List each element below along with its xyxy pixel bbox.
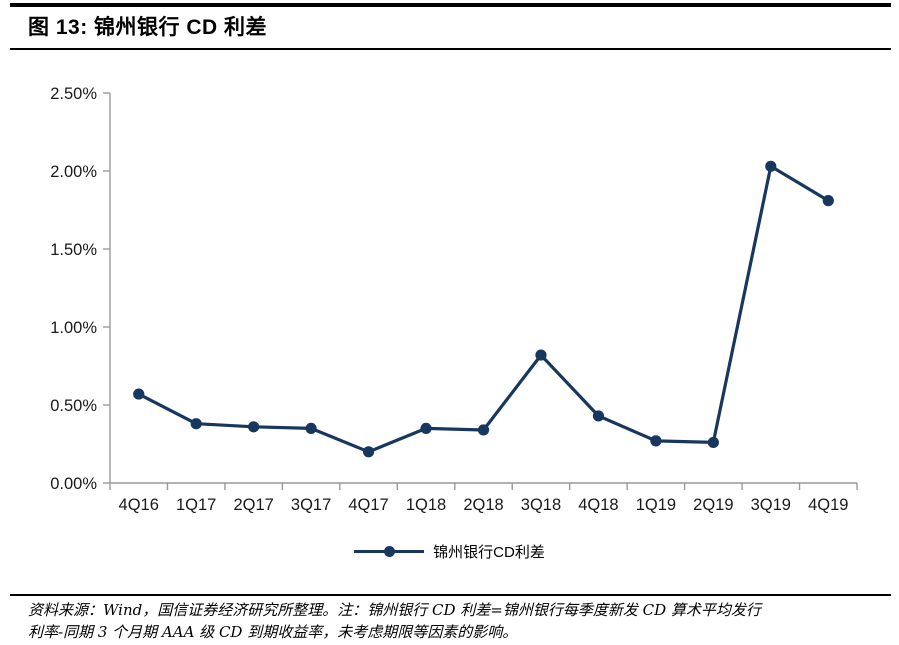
svg-text:4Q16: 4Q16 [119, 496, 159, 514]
svg-text:0.00%: 0.00% [50, 475, 97, 493]
svg-text:1Q19: 1Q19 [636, 496, 676, 514]
svg-text:2.50%: 2.50% [50, 85, 97, 103]
source-note-line2: 利率-同期 3 个月期 AAA 级 CD 到期收益率，未考虑期限等因素的影响。 [28, 623, 518, 641]
svg-text:2Q17: 2Q17 [233, 496, 273, 514]
chart-legend: 锦州银行CD利差 [0, 541, 899, 562]
svg-text:3Q17: 3Q17 [291, 496, 331, 514]
source-note-line1: 资料来源：Wind，国信证券经济研究所整理。注：锦州银行 CD 利差=锦州银行每… [28, 601, 761, 619]
svg-text:2Q18: 2Q18 [463, 496, 503, 514]
source-note: 资料来源：Wind，国信证券经济研究所整理。注：锦州银行 CD 利差=锦州银行每… [28, 599, 885, 643]
legend-dot-icon [383, 546, 395, 557]
legend-line-marker-icon [354, 546, 425, 557]
svg-text:1Q18: 1Q18 [406, 496, 446, 514]
svg-text:2Q19: 2Q19 [693, 496, 733, 514]
svg-text:1Q17: 1Q17 [176, 496, 216, 514]
svg-text:0.50%: 0.50% [50, 397, 97, 415]
svg-text:3Q18: 3Q18 [521, 496, 561, 514]
legend-series-label: 锦州银行CD利差 [433, 544, 545, 561]
svg-text:1.00%: 1.00% [50, 319, 97, 337]
svg-text:1.50%: 1.50% [50, 241, 97, 259]
top-rule [10, 3, 891, 7]
title-divider [10, 48, 891, 50]
svg-text:4Q17: 4Q17 [348, 496, 388, 514]
figure-title: 图 13: 锦州银行 CD 利差 [28, 16, 268, 39]
footer-divider [10, 594, 891, 596]
svg-text:2.00%: 2.00% [50, 163, 97, 181]
svg-text:4Q18: 4Q18 [578, 496, 618, 514]
svg-text:4Q19: 4Q19 [808, 496, 848, 514]
svg-text:3Q19: 3Q19 [751, 496, 791, 514]
